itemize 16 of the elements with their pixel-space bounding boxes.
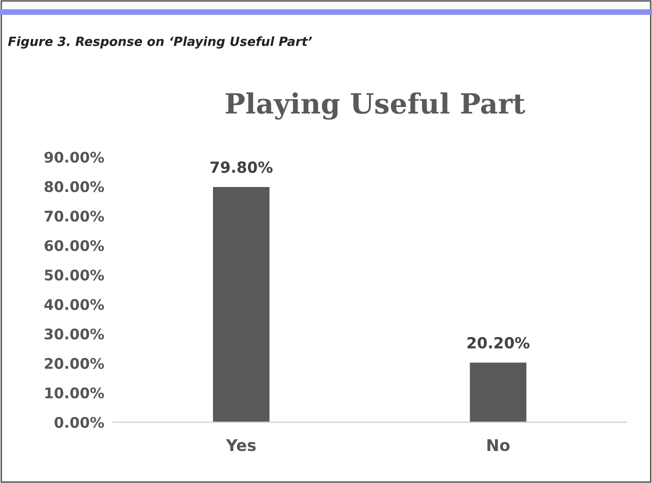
x-tick-label: Yes xyxy=(226,439,256,452)
x-tick-label: No xyxy=(487,439,510,452)
y-tick-label: 70.00% xyxy=(44,210,104,222)
y-tick-label: 80.00% xyxy=(44,181,104,192)
y-tick-label: 20.00% xyxy=(44,358,104,369)
chart-title: Playing Useful Part xyxy=(226,92,526,120)
caption: Figure 3. Response on ‘Playing Useful Part’ xyxy=(8,36,312,49)
data-label: 79.80% xyxy=(210,161,273,173)
y-tick-label: 10.00% xyxy=(45,387,104,398)
data-label: 20.20% xyxy=(468,337,530,349)
y-tick-label: 60.00% xyxy=(44,240,104,252)
y-tick-label: 90.00% xyxy=(44,152,104,163)
y-tick-label: 40.00% xyxy=(44,299,104,310)
y-tick-label: 50.00% xyxy=(44,270,104,281)
y-tick-label: 0.00% xyxy=(54,416,104,428)
y-tick-label: 30.00% xyxy=(44,328,104,340)
